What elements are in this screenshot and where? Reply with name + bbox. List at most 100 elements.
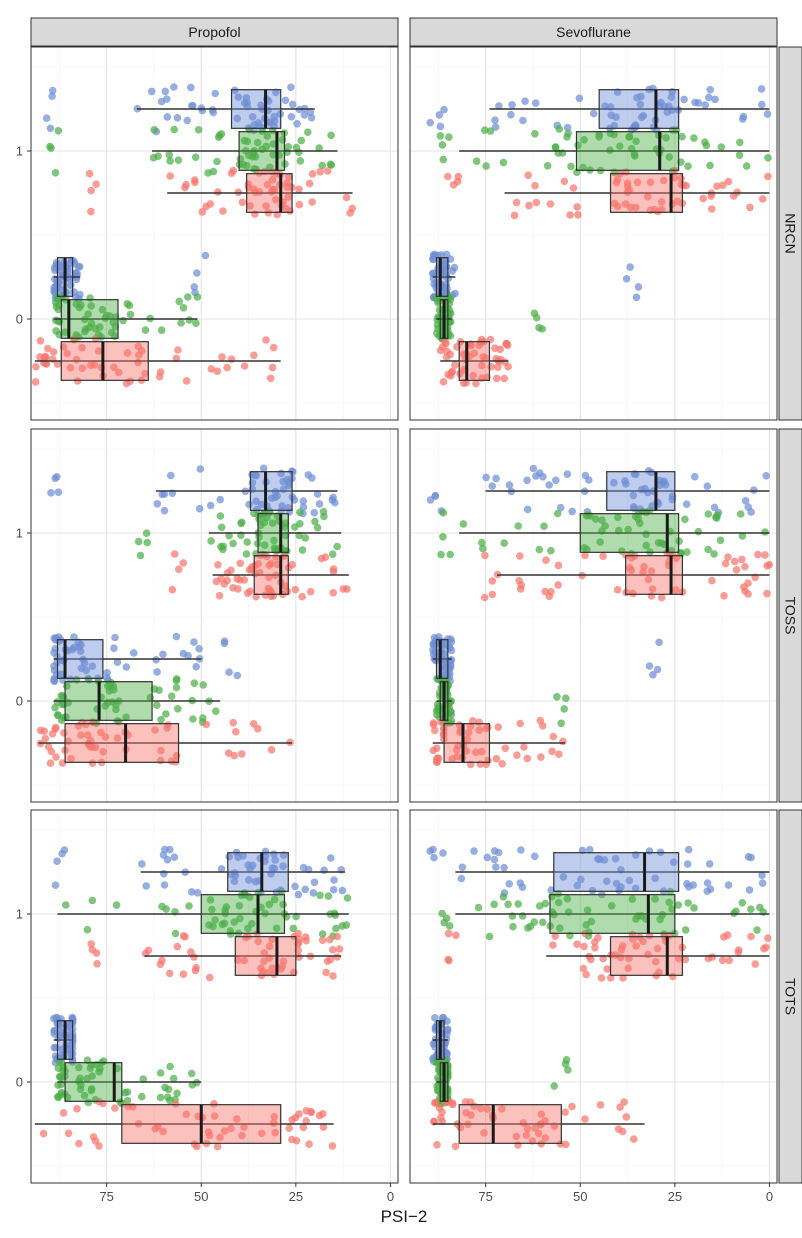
data-point: [119, 316, 127, 325]
data-point: [94, 347, 103, 355]
data-point: [505, 481, 514, 489]
data-point: [206, 501, 215, 510]
data-point: [212, 707, 220, 715]
data-point: [718, 956, 727, 965]
data-point: [292, 1136, 301, 1145]
data-point: [83, 925, 92, 934]
data-point: [656, 915, 664, 924]
data-point: [306, 587, 315, 596]
data-point: [551, 932, 559, 940]
data-point: [219, 542, 227, 551]
outlier-point: [488, 577, 497, 585]
data-point: [208, 106, 217, 114]
y-tick-label: 1: [16, 144, 23, 159]
data-point: [563, 123, 572, 132]
data-point: [212, 577, 221, 586]
data-point: [205, 973, 214, 982]
data-point: [210, 1100, 218, 1108]
data-point: [654, 539, 663, 547]
column-strip: [409, 17, 778, 47]
outlier-point: [553, 693, 561, 701]
data-point: [522, 1131, 531, 1140]
data-point: [713, 182, 721, 190]
data-point: [568, 1102, 576, 1111]
outlier-point: [93, 960, 101, 968]
data-point: [680, 95, 688, 104]
outlier-point: [136, 551, 145, 560]
outlier-point: [233, 671, 242, 680]
data-point: [454, 741, 463, 750]
data-point: [514, 522, 522, 530]
data-point: [88, 759, 97, 767]
data-point: [329, 946, 337, 954]
outlier-point: [143, 538, 151, 547]
data-point: [627, 566, 636, 575]
data-point: [620, 1098, 628, 1106]
axes-layer: 0 1 0 1 0 1 75 50 25 0 75 50 25 0: [16, 144, 773, 1205]
data-point: [763, 562, 772, 570]
data-point: [139, 1075, 147, 1083]
data-point: [262, 142, 271, 151]
data-point: [721, 559, 730, 568]
data-point: [738, 899, 747, 907]
data-point: [171, 929, 180, 938]
data-point: [84, 1098, 93, 1107]
data-point: [87, 1086, 96, 1095]
data-point: [298, 592, 307, 601]
data-point: [610, 478, 618, 487]
data-point: [112, 705, 120, 714]
data-point: [270, 186, 279, 194]
data-point: [514, 900, 522, 908]
data-point: [237, 519, 245, 528]
data-point: [253, 724, 262, 733]
data-point: [287, 113, 296, 121]
outlier-point: [60, 846, 69, 854]
data-point: [31, 378, 40, 386]
data-point: [684, 899, 692, 907]
data-point: [482, 724, 490, 733]
data-point: [535, 469, 544, 477]
data-point: [265, 942, 274, 951]
data-point: [301, 534, 310, 542]
data-point: [262, 202, 270, 210]
data-point: [77, 301, 85, 309]
box-iqr: [249, 471, 293, 511]
data-point: [295, 935, 303, 944]
x-tick-label: 75: [478, 1189, 492, 1204]
data-point: [329, 567, 338, 576]
data-point: [633, 178, 642, 187]
data-point: [157, 746, 165, 755]
data-point: [633, 94, 641, 102]
data-point: [742, 162, 751, 170]
data-point: [290, 523, 299, 531]
data-point: [651, 874, 659, 883]
outlier-point: [445, 922, 454, 930]
y-tick-label: 0: [16, 1075, 23, 1090]
data-point: [257, 101, 265, 110]
data-point: [429, 720, 438, 729]
panel-border: [409, 46, 778, 421]
data-point: [657, 198, 666, 206]
outlier-point: [47, 489, 55, 497]
data-point: [257, 1129, 266, 1138]
data-point: [731, 557, 739, 566]
data-point: [170, 83, 178, 91]
data-point: [248, 113, 257, 121]
data-point: [269, 343, 278, 352]
data-point: [669, 972, 677, 981]
data-point: [166, 845, 174, 854]
data-point: [233, 1115, 241, 1123]
data-point: [246, 202, 254, 210]
data-point: [494, 723, 503, 731]
outlier-point: [174, 565, 183, 574]
data-point: [624, 964, 632, 972]
data-point: [162, 95, 171, 103]
data-point: [448, 267, 457, 275]
data-point: [596, 1101, 605, 1109]
data-point: [272, 924, 281, 933]
data-point: [173, 675, 181, 683]
data-point: [653, 944, 662, 953]
data-point: [579, 163, 587, 172]
data-point: [741, 562, 749, 571]
data-point: [281, 582, 290, 590]
